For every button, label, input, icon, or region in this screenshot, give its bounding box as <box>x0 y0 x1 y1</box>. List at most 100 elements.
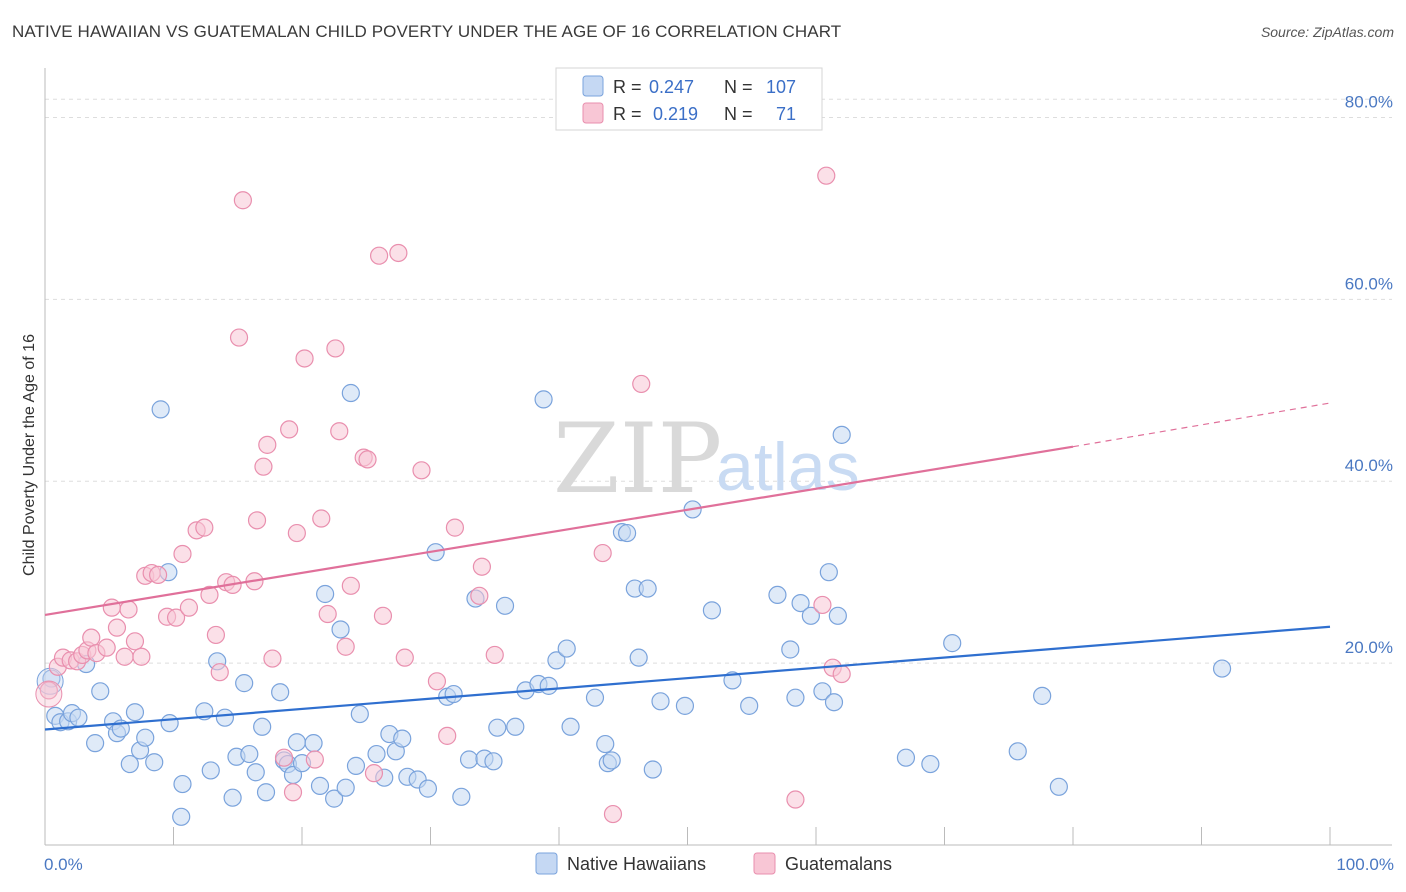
native-hawaiian-point <box>287 733 306 752</box>
guatemalan-point <box>210 663 229 682</box>
guatemalan-point <box>412 461 431 480</box>
guatemalan-point <box>283 783 303 802</box>
guatemalan-point <box>97 638 116 657</box>
native-hawaiian-point <box>585 688 605 707</box>
native-hawaiian-point <box>367 744 386 764</box>
native-hawaiian-point <box>740 696 759 715</box>
guatemalan-point <box>603 804 623 824</box>
legend-r-label-guatemalan: R = <box>613 104 642 124</box>
series-legend: Native Hawaiians Guatemalans <box>535 852 892 875</box>
native-hawaiian-point <box>325 789 344 808</box>
native-hawaiian-point <box>539 676 558 695</box>
native-hawaiian-point <box>215 708 234 727</box>
guatemalan-point <box>341 576 360 595</box>
guatemalan-point <box>438 726 457 745</box>
guatemalan-point <box>132 647 151 666</box>
native-hawaiian-point <box>495 596 515 615</box>
guatemalan-point <box>39 681 58 700</box>
axes <box>44 68 1392 846</box>
native-hawaiian-point <box>484 752 503 771</box>
native-hawaiian-point <box>223 788 242 807</box>
trend-line-native <box>44 625 1331 731</box>
y-tick-label: 60.0% <box>1345 274 1393 293</box>
native-hawaiian-point <box>618 523 637 543</box>
guatemalan-point <box>195 518 214 537</box>
guatemalan-point <box>166 608 186 627</box>
y-axis-label: Child Poverty Under the Age of 16 <box>21 334 38 576</box>
guatemalan-point <box>305 750 324 769</box>
native-hawaiian-point <box>145 753 164 772</box>
legend-r-label-native: R = <box>613 77 642 97</box>
native-hawaiian-point <box>173 774 192 794</box>
guatemalan-point <box>364 764 384 783</box>
guatemalan-point <box>318 604 337 624</box>
legend-n-label-guatemalan: N = <box>724 104 753 124</box>
native-hawaiian-point <box>151 400 170 419</box>
native-hawaiian-point <box>452 787 471 806</box>
native-hawaiian-point <box>331 620 350 639</box>
watermark: ZIP atlas <box>553 403 860 515</box>
native-hawaiian-point <box>921 754 940 774</box>
native-hawaiian-point <box>828 606 847 625</box>
guatemalan-point <box>427 672 447 691</box>
guatemalan-point <box>358 450 377 469</box>
watermark-zip: ZIP <box>553 403 722 515</box>
x-tick-min: 0.0% <box>44 855 83 874</box>
native-hawaiian-point <box>643 760 662 779</box>
series-native-hawaiians <box>36 383 1232 826</box>
guatemalan-point <box>817 166 836 185</box>
native-hawaiian-point <box>702 601 722 620</box>
native-hawaiian-point <box>201 761 220 780</box>
native-hawaiian-point <box>444 684 463 704</box>
native-hawaiian-point <box>1033 686 1052 705</box>
native-hawaiian-point <box>136 728 155 747</box>
y-tick-labels: 20.0% 40.0% 60.0% 80.0% <box>1345 92 1393 657</box>
native-hawaiian-point <box>310 776 330 795</box>
guatemalan-point <box>280 420 299 439</box>
guatemalan-point <box>263 649 282 668</box>
native-hawaiian-point <box>791 593 810 613</box>
source-label: Source: ZipAtlas.com <box>1260 24 1394 40</box>
guatemalan-point <box>470 586 489 605</box>
native-hawaiian-point <box>418 779 438 798</box>
guatemalan-point <box>35 680 63 708</box>
guatemalan-point <box>593 543 612 563</box>
y-tick-label: 80.0% <box>1345 92 1393 111</box>
native-hawaiian-point <box>824 693 844 712</box>
stats-legend: R = 0.247 N = 107 R = 0.219 N = 71 <box>555 67 823 131</box>
native-hawaiian-point <box>488 718 507 737</box>
native-hawaiian-point <box>253 717 272 736</box>
guatemalan-point <box>330 422 349 441</box>
guatemalan-point <box>813 595 832 615</box>
guatemalan-point <box>445 518 465 537</box>
guatemalan-point <box>82 628 101 647</box>
legend-swatch-native <box>582 75 604 97</box>
native-hawaiian-point <box>547 651 566 670</box>
legend-r-value-guatemalan: 0.219 <box>653 104 698 124</box>
guatemalan-point <box>287 523 306 543</box>
y-tick-label: 20.0% <box>1345 638 1393 657</box>
native-hawaiian-point <box>534 390 553 409</box>
native-hawaiian-point <box>506 717 525 736</box>
guatemalan-point <box>472 557 491 576</box>
native-hawaiian-point <box>350 704 369 724</box>
native-hawaiian-point <box>393 729 412 748</box>
native-hawaiian-point <box>596 734 615 754</box>
native-hawaiian-point <box>341 383 360 403</box>
native-hawaiian-point <box>723 671 742 690</box>
legend-n-value-native: 107 <box>766 77 796 97</box>
trend-line-guatemalan-extension <box>1072 402 1331 448</box>
native-hawaiian-point <box>1049 777 1068 796</box>
trend-lines <box>44 402 1331 731</box>
guatemalan-point <box>295 349 314 368</box>
guatemalan-point <box>632 374 651 394</box>
native-hawaiian-point <box>813 682 832 701</box>
guatemalan-point <box>485 645 504 665</box>
native-hawaiian-point <box>346 756 366 775</box>
native-hawaiian-point <box>557 639 576 658</box>
guatemalan-point <box>119 600 138 619</box>
native-hawaiian-point <box>943 634 962 653</box>
series-legend-label-native: Native Hawaiians <box>567 854 706 874</box>
native-hawaiian-point <box>459 750 479 769</box>
